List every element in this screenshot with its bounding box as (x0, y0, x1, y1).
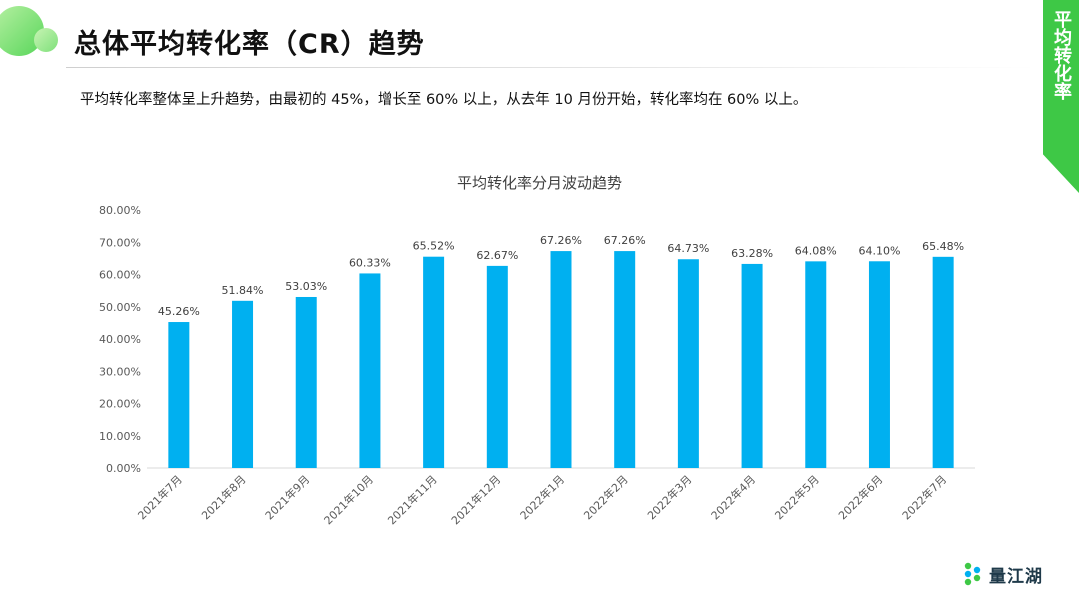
title-divider (66, 67, 1036, 68)
y-tick-label: 10.00% (99, 430, 141, 443)
bar (868, 261, 890, 468)
decorative-circle-small (34, 28, 58, 52)
bar (932, 256, 954, 468)
x-tick-label: 2022年4月 (708, 472, 758, 522)
data-label: 65.48% (922, 240, 964, 253)
bar (614, 251, 636, 468)
bar (423, 256, 445, 468)
bar (295, 296, 317, 468)
y-tick-label: 0.00% (106, 462, 141, 475)
x-tick-label: 2021年7月 (135, 472, 185, 522)
data-label: 65.52% (413, 240, 455, 253)
page-title: 总体平均转化率（CR）趋势 (74, 29, 425, 60)
data-label: 64.10% (858, 244, 900, 257)
y-tick-label: 80.00% (99, 204, 141, 217)
bar (677, 259, 699, 468)
x-tick-label: 2022年1月 (517, 472, 567, 522)
bar (232, 300, 254, 468)
data-label: 67.26% (540, 234, 582, 247)
x-tick-label: 2021年12月 (448, 472, 503, 527)
y-tick-label: 30.00% (99, 365, 141, 378)
bar (741, 263, 763, 468)
summary-text: 平均转化率整体呈上升趋势，由最初的 45%，增长至 60% 以上，从去年 10 … (80, 92, 808, 108)
y-tick-label: 50.00% (99, 301, 141, 314)
data-label: 63.28% (731, 247, 773, 260)
y-tick-label: 70.00% (99, 236, 141, 249)
data-label: 64.08% (795, 244, 837, 257)
bar (359, 273, 381, 468)
data-label: 64.73% (667, 242, 709, 255)
y-tick-label: 20.00% (99, 398, 141, 411)
y-tick-label: 40.00% (99, 333, 141, 346)
side-tab-label: 平均转化率 (1051, 10, 1072, 100)
data-label: 60.33% (349, 256, 391, 269)
side-tab: 平均转化率 (1043, 0, 1079, 193)
x-tick-label: 2022年2月 (581, 472, 631, 522)
data-label: 62.67% (476, 249, 518, 262)
bar (168, 322, 190, 468)
brand-name: 量江湖 (989, 566, 1043, 587)
y-tick-label: 60.00% (99, 269, 141, 282)
decorative-circles (0, 0, 70, 64)
brand-logo-icon (964, 562, 981, 586)
data-label: 67.26% (604, 234, 646, 247)
data-label: 53.03% (285, 280, 327, 293)
brand: 量江湖 (963, 560, 1043, 588)
bar (486, 265, 508, 468)
x-tick-label: 2021年10月 (321, 472, 376, 527)
x-tick-label: 2021年11月 (385, 472, 440, 527)
x-tick-label: 2022年5月 (772, 472, 822, 522)
data-label: 51.84% (222, 284, 264, 297)
x-tick-label: 2022年6月 (835, 472, 885, 522)
bar (805, 261, 827, 468)
x-tick-label: 2022年7月 (899, 472, 949, 522)
x-tick-label: 2021年8月 (198, 472, 248, 522)
data-label: 45.26% (158, 305, 200, 318)
x-tick-label: 2022年3月 (644, 472, 694, 522)
x-tick-label: 2021年9月 (262, 472, 312, 522)
bar (550, 251, 572, 468)
chart-title: 平均转化率分月波动趋势 (456, 174, 622, 192)
